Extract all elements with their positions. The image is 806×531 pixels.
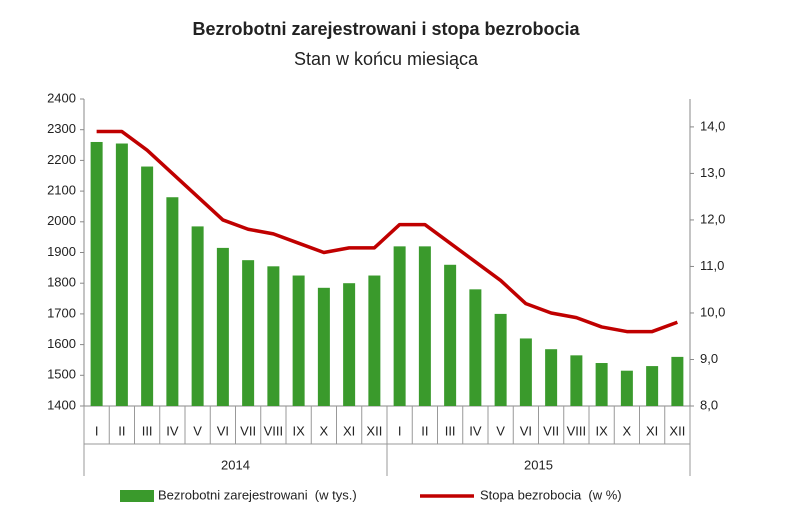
- bar: [292, 275, 305, 406]
- legend-swatch: [120, 490, 154, 502]
- y-tick-label: 1900: [47, 244, 76, 259]
- x-tick-label: X: [320, 423, 329, 438]
- x-tick-label: XI: [646, 423, 658, 438]
- y-tick-label: 2200: [47, 152, 76, 167]
- y-tick-label: 1800: [47, 275, 76, 290]
- bar: [671, 356, 684, 406]
- chart-title: Bezrobotni zarejestrowani i stopa bezrob…: [192, 19, 580, 39]
- x-tick-label: VII: [543, 423, 559, 438]
- y2-tick-label: 8,0: [700, 397, 718, 412]
- bar: [444, 264, 457, 406]
- line: [96, 129, 678, 334]
- x-tick-label: VIII: [567, 423, 587, 438]
- bar: [90, 141, 103, 407]
- legend-label: Stopa bezrobocia (w %): [480, 487, 622, 502]
- bar: [469, 289, 482, 406]
- y-tick-label: 1500: [47, 367, 76, 382]
- x-tick-label: VIII: [264, 423, 284, 438]
- bar: [570, 355, 583, 406]
- x-tick-label: IV: [166, 423, 179, 438]
- bar: [216, 247, 229, 406]
- bar: [393, 246, 406, 406]
- y2-tick-label: 10,0: [700, 304, 725, 319]
- y2-tick-label: 11,0: [700, 258, 724, 273]
- y2-tick-label: 14,0: [700, 118, 725, 133]
- y-tick-label: 1700: [47, 305, 76, 320]
- bar: [418, 246, 431, 406]
- y2-tick-label: 12,0: [700, 211, 725, 226]
- x-tick-label: XII: [366, 423, 382, 438]
- x-tick-label: II: [421, 423, 428, 438]
- x-tick-label: III: [445, 423, 456, 438]
- y-tick-label: 1600: [47, 336, 76, 351]
- bar: [545, 349, 558, 406]
- bar: [646, 366, 659, 406]
- bar: [595, 363, 608, 406]
- y-tick-label: 2400: [47, 90, 76, 105]
- bar: [620, 370, 633, 406]
- x-tick-label: IV: [469, 423, 482, 438]
- bar: [166, 197, 179, 406]
- chart-subtitle: Stan w końcu miesiąca: [294, 49, 479, 69]
- x-tick-label: V: [496, 423, 505, 438]
- x-tick-label: I: [398, 423, 402, 438]
- x-tick-label: IX: [292, 423, 305, 438]
- x-tick-label: I: [95, 423, 99, 438]
- y2-tick-label: 9,0: [700, 351, 718, 366]
- x-tick-label: II: [118, 423, 125, 438]
- bar: [191, 226, 204, 406]
- bar: [115, 143, 128, 406]
- bar: [494, 313, 507, 406]
- y-tick-label: 2300: [47, 121, 76, 136]
- bar: [343, 283, 356, 406]
- x-tick-label: VII: [240, 423, 256, 438]
- bar: [368, 275, 381, 406]
- y-tick-label: 1400: [47, 397, 76, 412]
- bar: [267, 266, 280, 406]
- x-tick-label: XI: [343, 423, 355, 438]
- legend-label: Bezrobotni zarejestrowani (w tys.): [158, 487, 357, 502]
- y-tick-label: 2100: [47, 183, 76, 198]
- y2-tick-label: 13,0: [700, 165, 725, 180]
- y-tick-label: 2000: [47, 213, 76, 228]
- x-group-label: 2014: [221, 457, 250, 472]
- bar: [242, 260, 255, 406]
- bar: [141, 166, 154, 406]
- x-tick-label: XII: [669, 423, 685, 438]
- x-tick-label: IX: [595, 423, 608, 438]
- x-tick-label: VI: [520, 423, 532, 438]
- x-tick-label: III: [142, 423, 153, 438]
- bar: [317, 287, 330, 406]
- x-tick-label: V: [193, 423, 202, 438]
- x-tick-label: X: [623, 423, 632, 438]
- x-tick-label: VI: [217, 423, 229, 438]
- x-group-label: 2015: [524, 457, 553, 472]
- bar: [519, 338, 532, 406]
